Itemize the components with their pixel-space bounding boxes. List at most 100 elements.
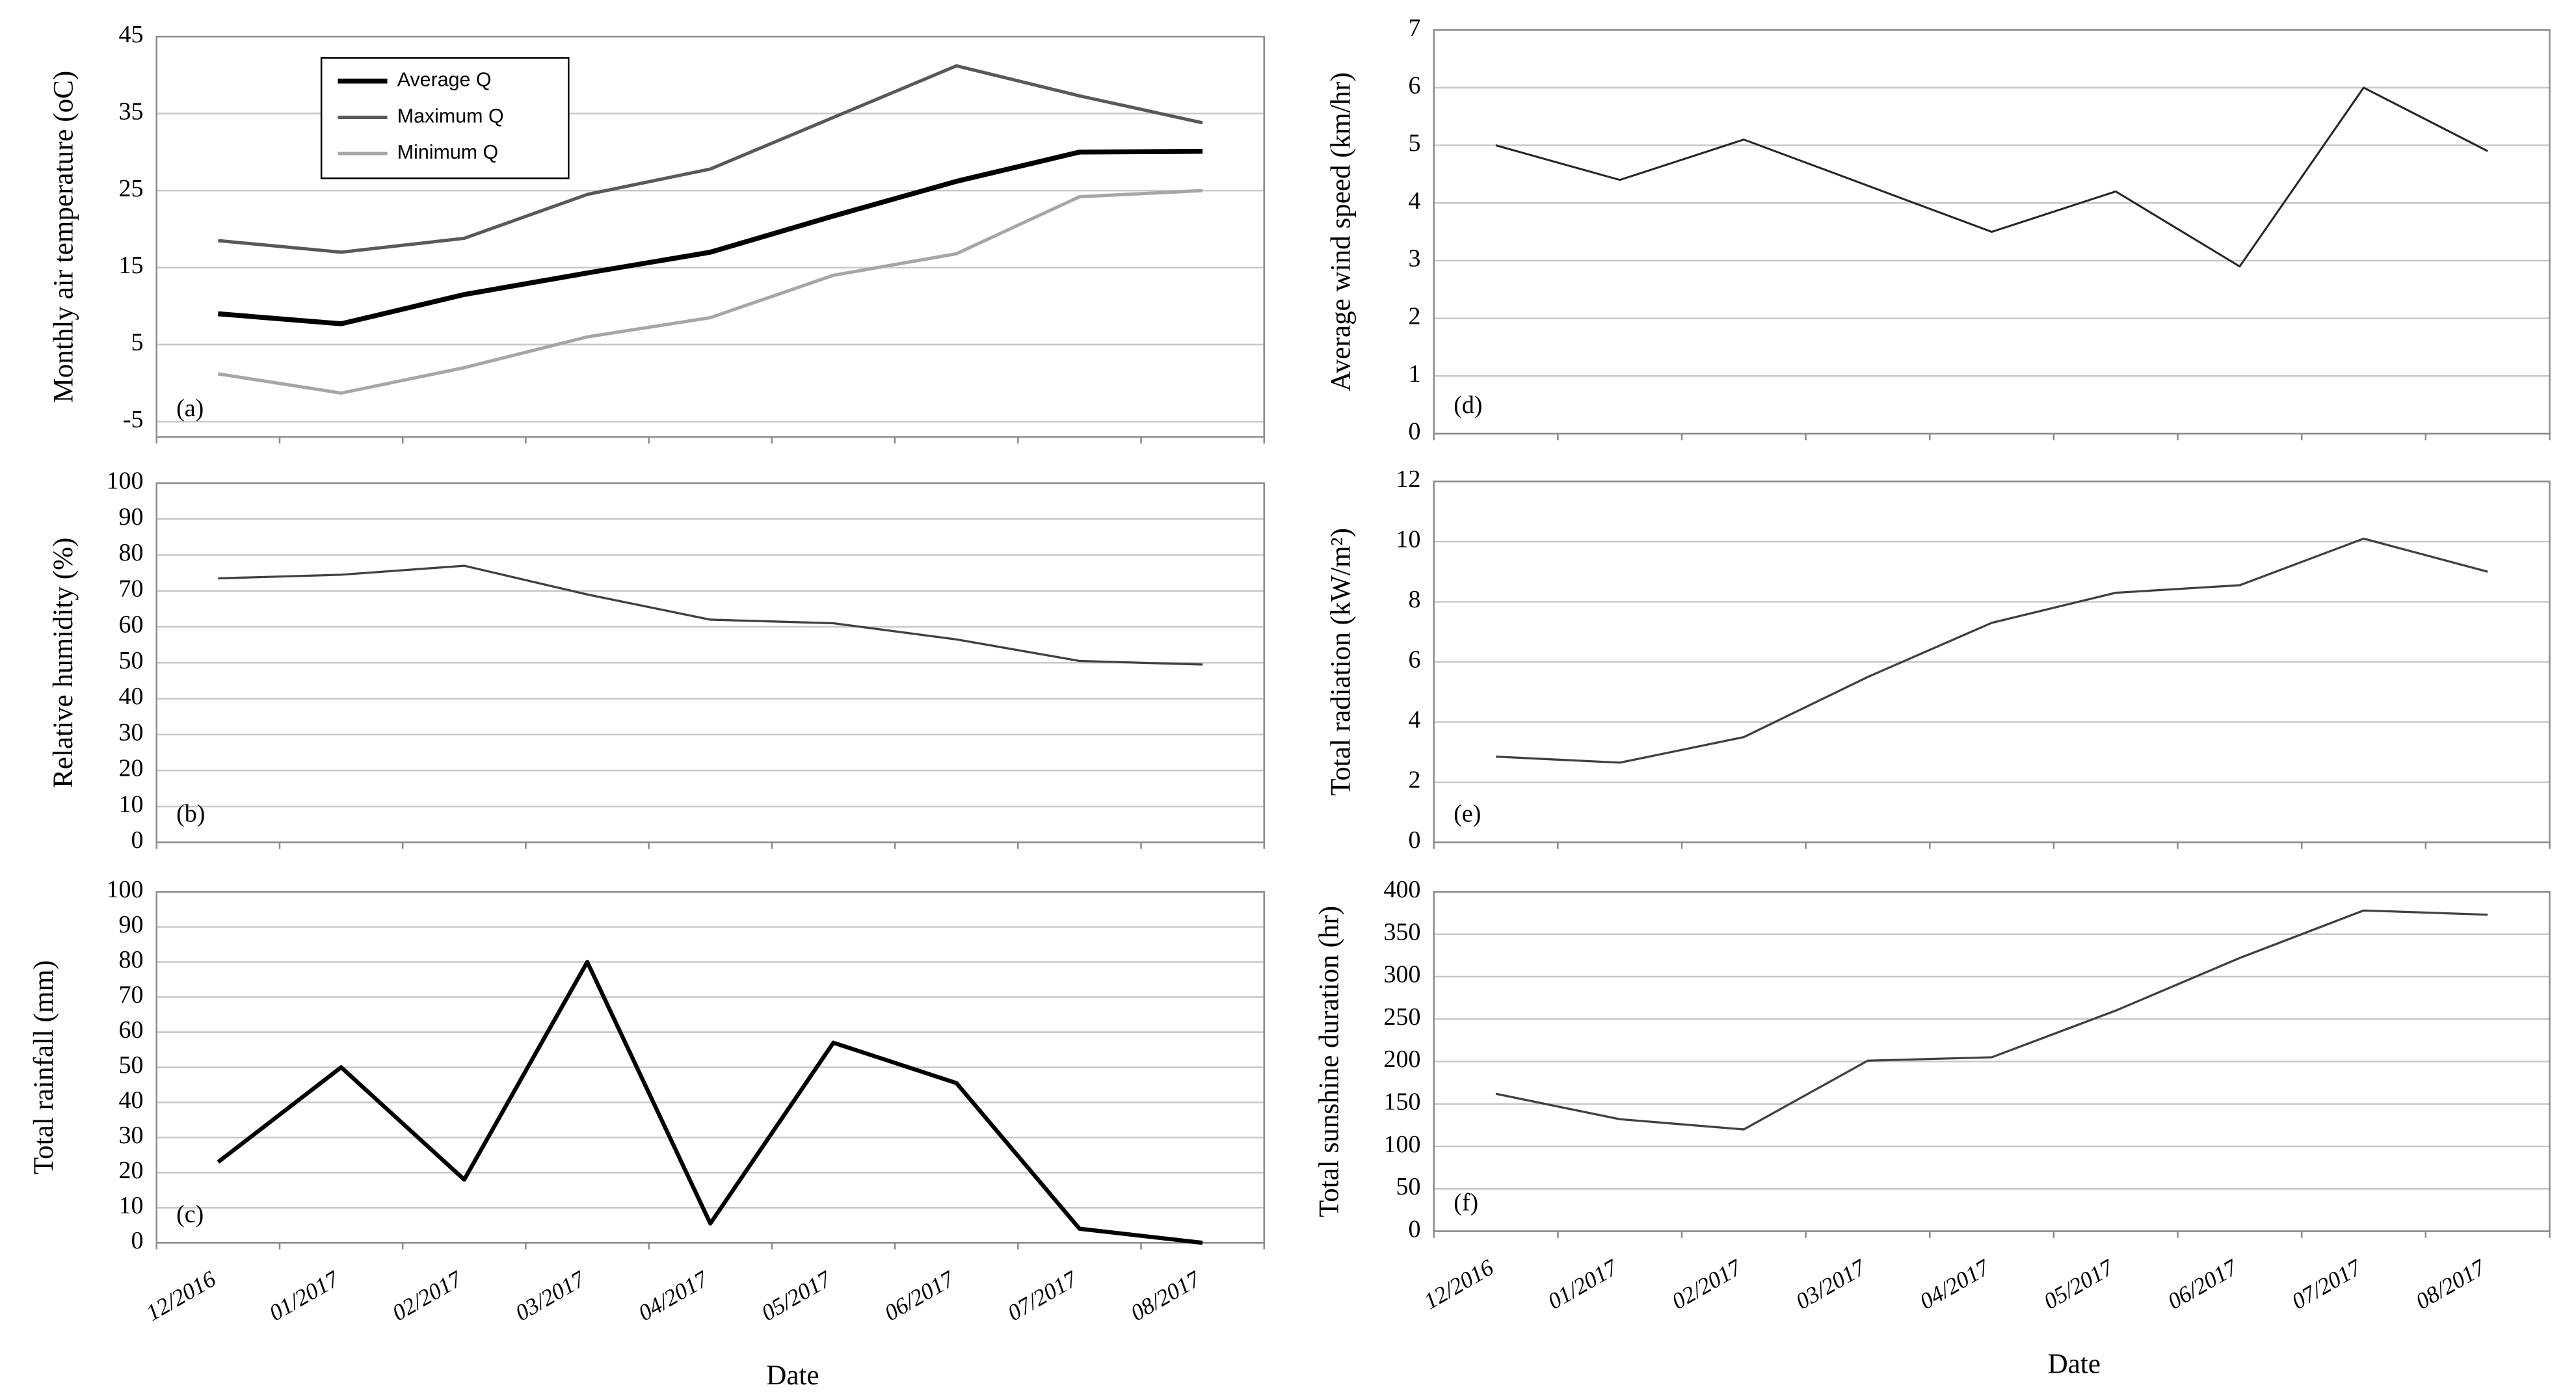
y-tick-label: 12 bbox=[1396, 466, 1421, 493]
y-tick-label: 6 bbox=[1409, 72, 1421, 99]
plot-frame bbox=[1433, 891, 2551, 1232]
y-tick-label: 35 bbox=[118, 98, 143, 125]
y-tick-label: 60 bbox=[118, 611, 143, 639]
y-tick-label: 25 bbox=[118, 175, 143, 202]
y-tick-label: 7 bbox=[1409, 14, 1421, 42]
x-tick-label: 04/2017 bbox=[1915, 1254, 1995, 1314]
y-tick-label: 20 bbox=[118, 755, 143, 782]
y-tick-label: 4 bbox=[1409, 187, 1421, 215]
x-axis-label: Date bbox=[766, 1360, 819, 1391]
y-tick-label: 50 bbox=[118, 647, 143, 674]
y-tick-label: 350 bbox=[1384, 918, 1421, 945]
y-tick-label: 0 bbox=[131, 826, 143, 854]
y-axis-label: Total sunshine duration (hr) bbox=[1314, 906, 1345, 1217]
panel-label: (c) bbox=[176, 1200, 204, 1228]
plot-frame bbox=[1433, 481, 2551, 843]
x-tick-label: 07/2017 bbox=[2287, 1254, 2367, 1314]
y-tick-label: 70 bbox=[118, 981, 143, 1009]
y-tick-label: 30 bbox=[118, 719, 143, 746]
panel-label: (f) bbox=[1454, 1189, 1478, 1217]
y-tick-label: 10 bbox=[118, 1192, 143, 1219]
x-tick-label: 08/2017 bbox=[1126, 1265, 1205, 1326]
y-tick-label: 8 bbox=[1409, 586, 1421, 613]
y-tick-label: 3 bbox=[1409, 245, 1421, 272]
y-tick-label: 10 bbox=[118, 791, 143, 818]
y-tick-label: 0 bbox=[1409, 826, 1421, 854]
y-tick-label: 90 bbox=[118, 911, 143, 938]
x-tick-label: 01/2017 bbox=[265, 1265, 344, 1326]
y-tick-label: 50 bbox=[118, 1051, 143, 1079]
y-tick-label: 2 bbox=[1409, 767, 1421, 794]
x-tick-label: 08/2017 bbox=[2411, 1254, 2490, 1314]
y-tick-label: 30 bbox=[118, 1122, 143, 1149]
y-tick-label: 50 bbox=[1396, 1173, 1421, 1200]
plot-frame bbox=[155, 482, 1266, 843]
y-tick-label: 100 bbox=[106, 876, 143, 903]
panel-label: (a) bbox=[176, 395, 204, 422]
x-tick-label: 06/2017 bbox=[2163, 1254, 2242, 1314]
y-tick-label: 60 bbox=[118, 1016, 143, 1044]
legend-label: Maximum Q bbox=[397, 105, 504, 127]
y-tick-label: 100 bbox=[106, 468, 143, 495]
legend-label: Minimum Q bbox=[397, 141, 498, 163]
y-tick-label: 0 bbox=[1409, 418, 1421, 445]
y-tick-label: 80 bbox=[118, 539, 143, 566]
y-tick-label: 4 bbox=[1409, 706, 1421, 733]
y-tick-label: 5 bbox=[131, 329, 143, 356]
data-line bbox=[218, 64, 1203, 254]
y-tick-label: 40 bbox=[118, 683, 143, 710]
y-tick-label: 90 bbox=[118, 503, 143, 531]
data-line bbox=[218, 148, 1203, 326]
y-tick-label: 0 bbox=[131, 1227, 143, 1254]
x-tick-label: 12/2016 bbox=[142, 1265, 220, 1326]
plot-frame bbox=[155, 891, 1266, 1244]
y-axis-label: Total rainfall (mm) bbox=[29, 960, 59, 1175]
y-tick-label: 150 bbox=[1384, 1088, 1421, 1116]
plot-frame bbox=[155, 35, 1266, 438]
x-tick-label: 03/2017 bbox=[1791, 1254, 1870, 1314]
data-line bbox=[1495, 909, 2488, 1131]
y-tick-label: 80 bbox=[118, 946, 143, 973]
x-tick-label: 01/2017 bbox=[1543, 1254, 1623, 1314]
y-tick-label: 20 bbox=[118, 1157, 143, 1184]
y-tick-label: 70 bbox=[118, 575, 143, 602]
y-tick-label: 1 bbox=[1409, 360, 1421, 388]
y-tick-label: 6 bbox=[1409, 646, 1421, 674]
y-tick-label: 2 bbox=[1409, 302, 1421, 330]
y-tick-label: 200 bbox=[1384, 1046, 1421, 1073]
y-tick-label: 10 bbox=[1396, 526, 1421, 553]
y-tick-label: -5 bbox=[123, 406, 144, 433]
y-tick-label: 45 bbox=[118, 21, 143, 48]
y-axis-label: Relative humidity (%) bbox=[48, 538, 79, 788]
x-tick-label: 05/2017 bbox=[757, 1265, 836, 1326]
data-line bbox=[217, 960, 1203, 1245]
data-line bbox=[1496, 537, 2488, 764]
x-tick-label: 02/2017 bbox=[388, 1265, 467, 1326]
x-tick-label: 02/2017 bbox=[1667, 1254, 1747, 1314]
x-tick-label: 07/2017 bbox=[1003, 1265, 1082, 1326]
y-axis-label: Total radiation (kW/m²) bbox=[1325, 528, 1356, 796]
y-tick-label: 100 bbox=[1384, 1131, 1421, 1158]
x-tick-label: 12/2016 bbox=[1419, 1254, 1498, 1315]
y-tick-label: 5 bbox=[1409, 129, 1421, 157]
x-tick-label: 05/2017 bbox=[2039, 1254, 2119, 1314]
data-line bbox=[1495, 86, 2488, 268]
y-tick-label: 400 bbox=[1384, 876, 1421, 903]
panel-label: (b) bbox=[176, 800, 205, 828]
data-line bbox=[218, 564, 1203, 666]
y-tick-label: 300 bbox=[1384, 961, 1421, 988]
y-tick-label: 0 bbox=[1409, 1215, 1421, 1243]
y-axis-label: Average wind speed (km/hr) bbox=[1325, 72, 1356, 391]
y-tick-label: 15 bbox=[118, 252, 143, 279]
y-tick-label: 250 bbox=[1384, 1003, 1421, 1031]
data-line bbox=[217, 189, 1203, 395]
y-tick-label: 40 bbox=[118, 1087, 143, 1114]
y-axis-label: Monthly air temperature (oC) bbox=[48, 71, 79, 403]
plot-frame bbox=[1433, 29, 2551, 435]
x-tick-label: 06/2017 bbox=[880, 1265, 959, 1326]
x-tick-label: 03/2017 bbox=[511, 1265, 590, 1326]
x-axis-label: Date bbox=[2048, 1349, 2101, 1379]
x-tick-label: 04/2017 bbox=[634, 1265, 713, 1326]
legend-label: Average Q bbox=[397, 69, 492, 91]
